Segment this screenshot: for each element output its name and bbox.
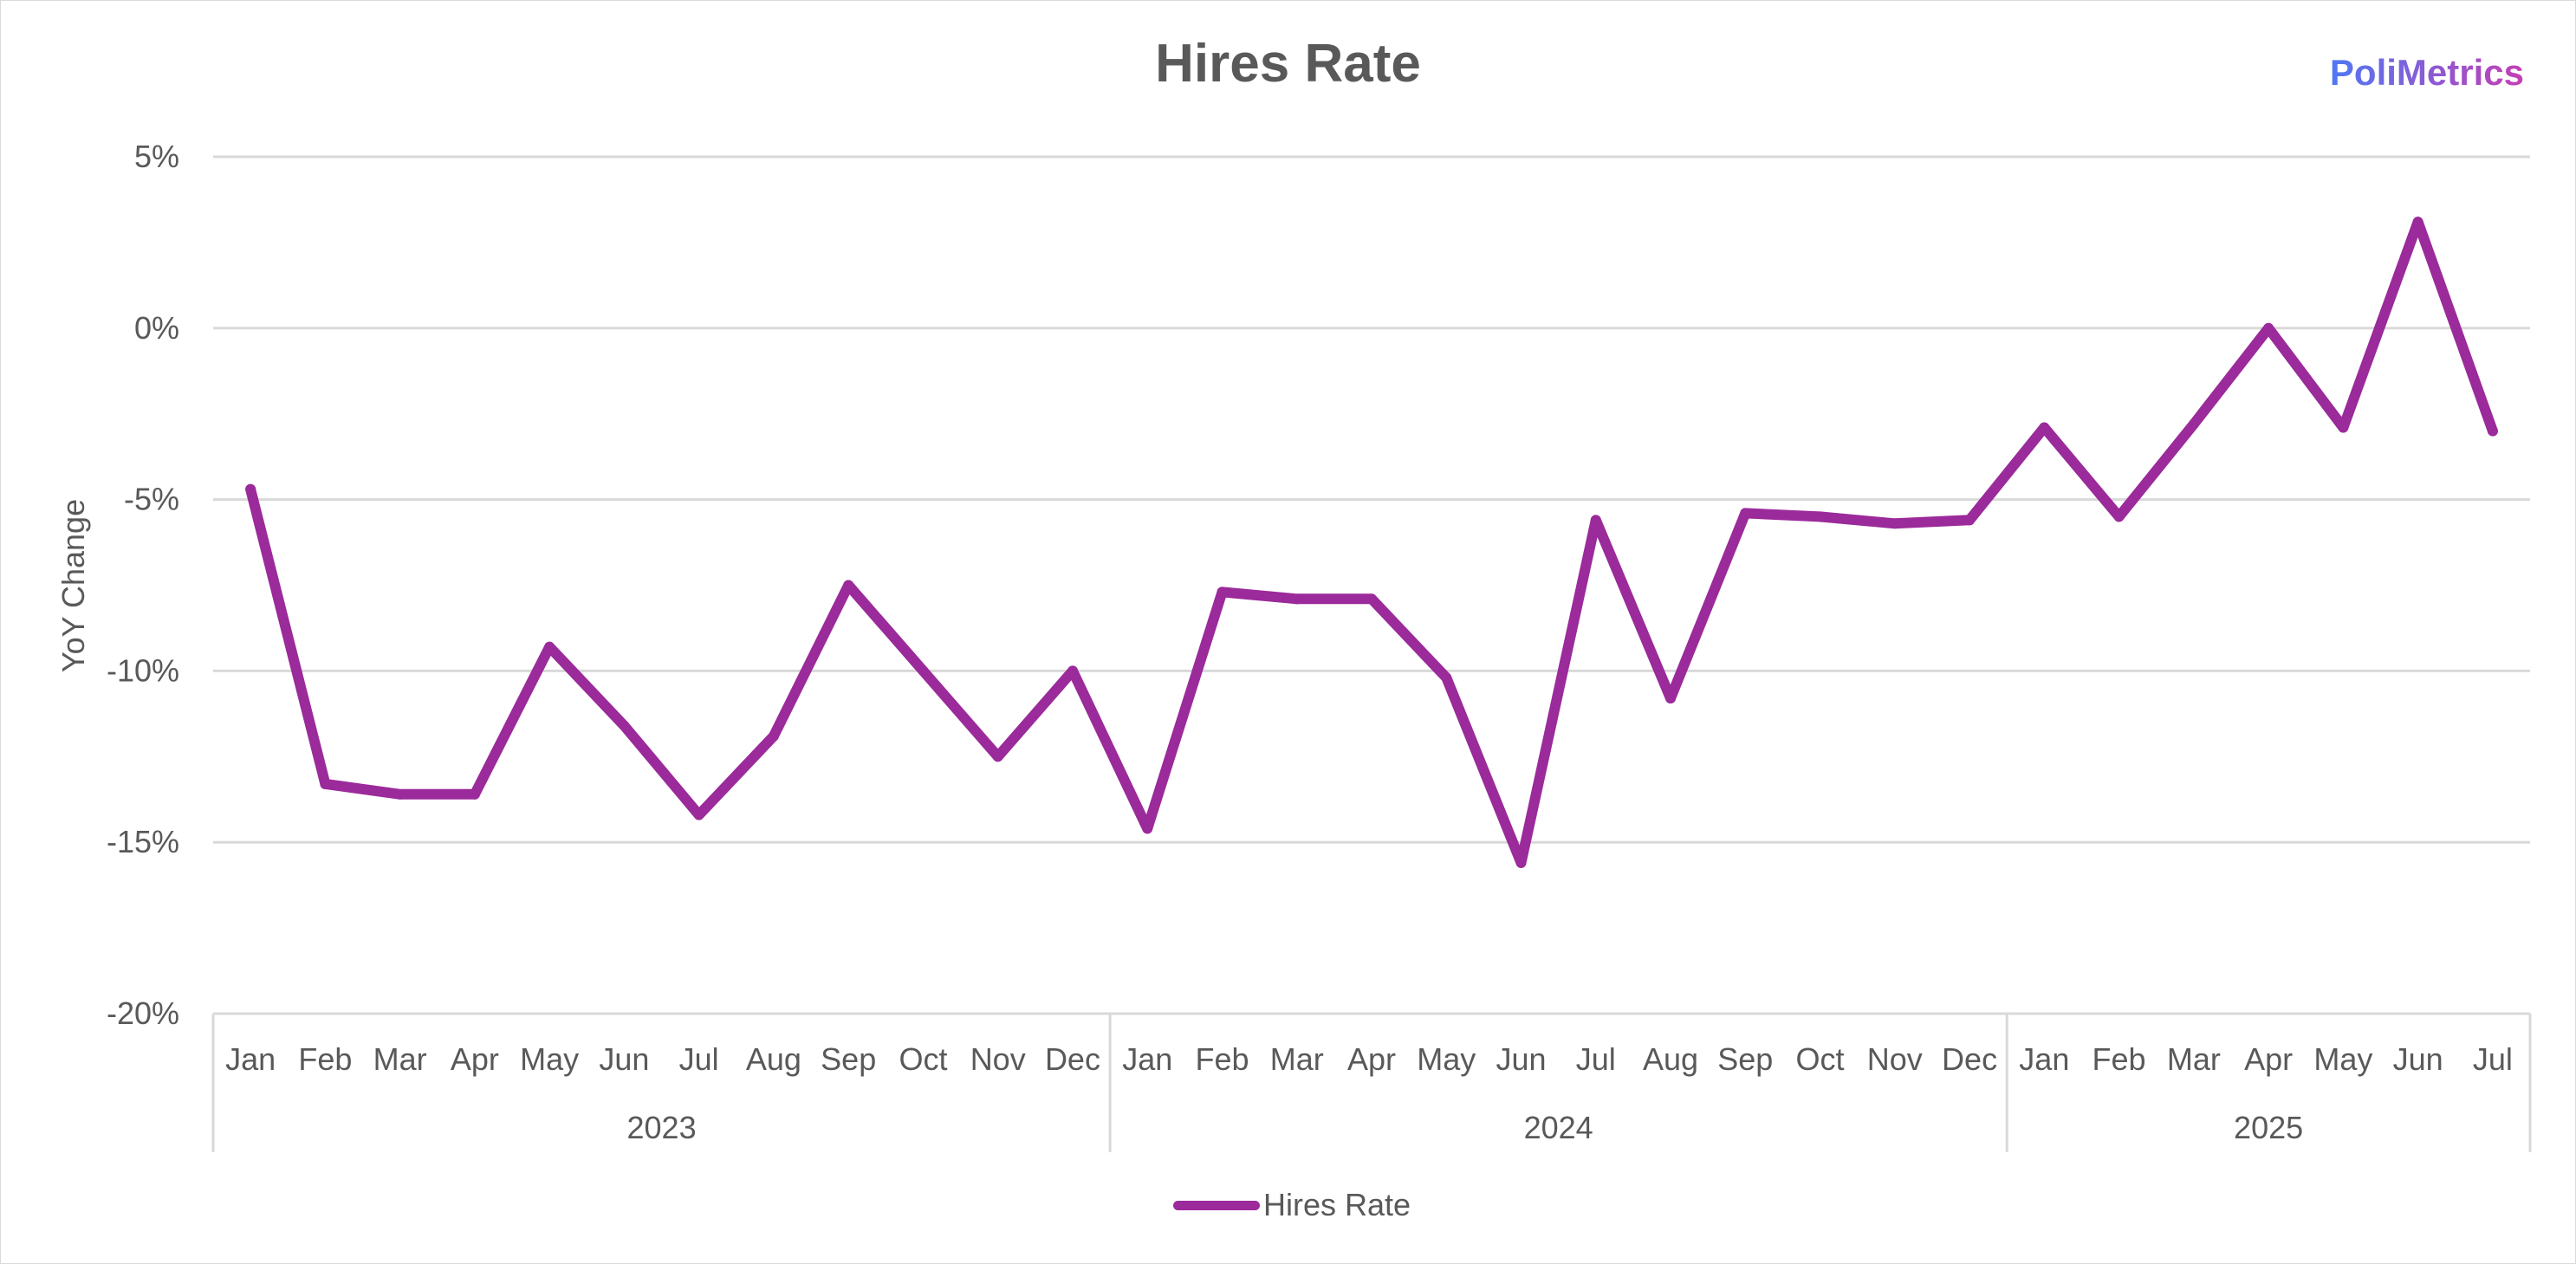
x-tick-label: Aug [1643,1041,1698,1077]
data-point [320,778,331,789]
data-point [2188,418,2199,430]
x-tick-label: May [520,1041,579,1077]
data-point [1964,515,1976,526]
x-tick-label: Dec [1942,1041,1997,1077]
x-tick-label: Jan [2019,1041,2069,1077]
data-point [843,580,854,591]
y-tick-label: -5% [124,482,179,517]
data-point [2039,422,2050,433]
x-tick-label: Apr [451,1041,499,1077]
data-point [992,751,1003,762]
x-tick-label: Jul [679,1041,719,1077]
x-group-label: 2023 [627,1110,697,1145]
data-point [619,720,630,731]
x-tick-label: Feb [298,1041,352,1077]
chart-title: Hires Rate [1155,34,1421,94]
data-point [2113,511,2125,522]
x-tick-label: Oct [899,1041,947,1077]
y-tick-label: -15% [107,824,179,859]
x-tick-label: Jun [599,1041,649,1077]
x-tick-label: Jan [1122,1041,1172,1077]
legend[interactable]: Hires Rate [1173,1183,1411,1227]
data-point [1366,593,1377,605]
data-point [918,665,929,677]
x-tick-label: Jul [2473,1041,2513,1077]
data-point [2263,322,2274,334]
x-tick-label: Jun [2393,1041,2443,1077]
data-point [1590,515,1601,526]
x-tick-label: Mar [1270,1041,1324,1077]
x-tick-label: Aug [746,1041,801,1077]
data-point [469,788,480,800]
y-tick-label: -10% [107,652,179,688]
data-point [1142,823,1153,834]
x-tick-label: Sep [1717,1041,1773,1077]
x-tick-label: Mar [373,1041,427,1077]
y-tick-label: -20% [107,995,179,1031]
data-point [1740,508,1751,519]
legend-swatch [1173,1200,1260,1210]
data-point [2338,422,2349,433]
data-point [1814,511,1826,522]
data-point [1515,857,1527,868]
data-point [1291,593,1302,605]
x-tick-label: Nov [1867,1041,1923,1077]
y-tick-label: 0% [134,310,179,346]
data-point [1217,587,1228,598]
data-point [544,641,555,652]
x-group-label: 2025 [2234,1110,2303,1145]
data-point [394,788,406,800]
x-tick-label: Mar [2167,1041,2221,1077]
x-tick-label: Jun [1496,1041,1546,1077]
data-point [1889,518,1900,529]
x-tick-label: Jan [225,1041,276,1077]
y-tick-label: 5% [134,139,179,174]
x-tick-label: Oct [1796,1041,1845,1077]
data-point [768,730,779,742]
brand-logo: PoliMetrics [2329,52,2524,93]
series-line [245,217,2498,868]
data-point [1665,693,1677,704]
x-tick-label: Dec [1045,1041,1100,1077]
x-tick-label: Apr [2244,1041,2293,1077]
data-point [2412,217,2424,228]
x-tick-label: Apr [1347,1041,1396,1077]
y-axis-title: YoY Change [55,499,91,672]
x-tick-label: Feb [1195,1041,1249,1077]
x-tick-label: May [2313,1041,2372,1077]
data-point [1067,665,1078,677]
data-point [245,483,256,495]
data-point [1441,672,1452,684]
x-tick-label: May [1417,1041,1476,1077]
data-point [693,809,704,820]
x-tick-label: Feb [2093,1041,2146,1077]
data-point [2487,425,2498,437]
x-tick-label: Sep [821,1041,876,1077]
x-group-label: 2024 [1524,1110,1593,1145]
x-tick-label: Nov [970,1041,1026,1077]
x-tick-label: Jul [1576,1041,1616,1077]
legend-label: Hires Rate [1263,1187,1411,1222]
